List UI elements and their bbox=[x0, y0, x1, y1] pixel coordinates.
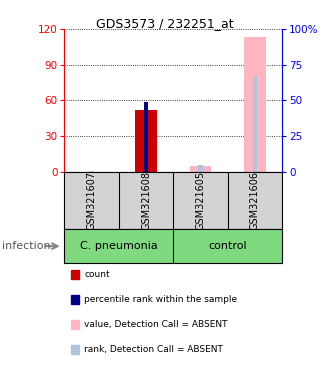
Text: control: control bbox=[208, 241, 247, 251]
Bar bbox=[189, 166, 211, 172]
Bar bbox=[252, 76, 257, 172]
Text: count: count bbox=[84, 270, 110, 279]
Bar bbox=[198, 165, 203, 172]
Bar bbox=[135, 110, 157, 172]
Text: GSM321606: GSM321606 bbox=[250, 171, 260, 230]
Bar bbox=[89, 171, 94, 172]
Text: value, Detection Call = ABSENT: value, Detection Call = ABSENT bbox=[84, 320, 228, 329]
Bar bbox=[244, 37, 266, 172]
Text: infection: infection bbox=[2, 241, 50, 251]
Text: GDS3573 / 232251_at: GDS3573 / 232251_at bbox=[96, 17, 234, 30]
Text: GSM321608: GSM321608 bbox=[141, 171, 151, 230]
Text: GSM321607: GSM321607 bbox=[86, 171, 97, 230]
Text: rank, Detection Call = ABSENT: rank, Detection Call = ABSENT bbox=[84, 345, 223, 354]
Text: percentile rank within the sample: percentile rank within the sample bbox=[84, 295, 237, 304]
Text: GSM321605: GSM321605 bbox=[195, 171, 206, 230]
Text: C. pneumonia: C. pneumonia bbox=[80, 241, 158, 251]
Bar bbox=[144, 101, 149, 172]
